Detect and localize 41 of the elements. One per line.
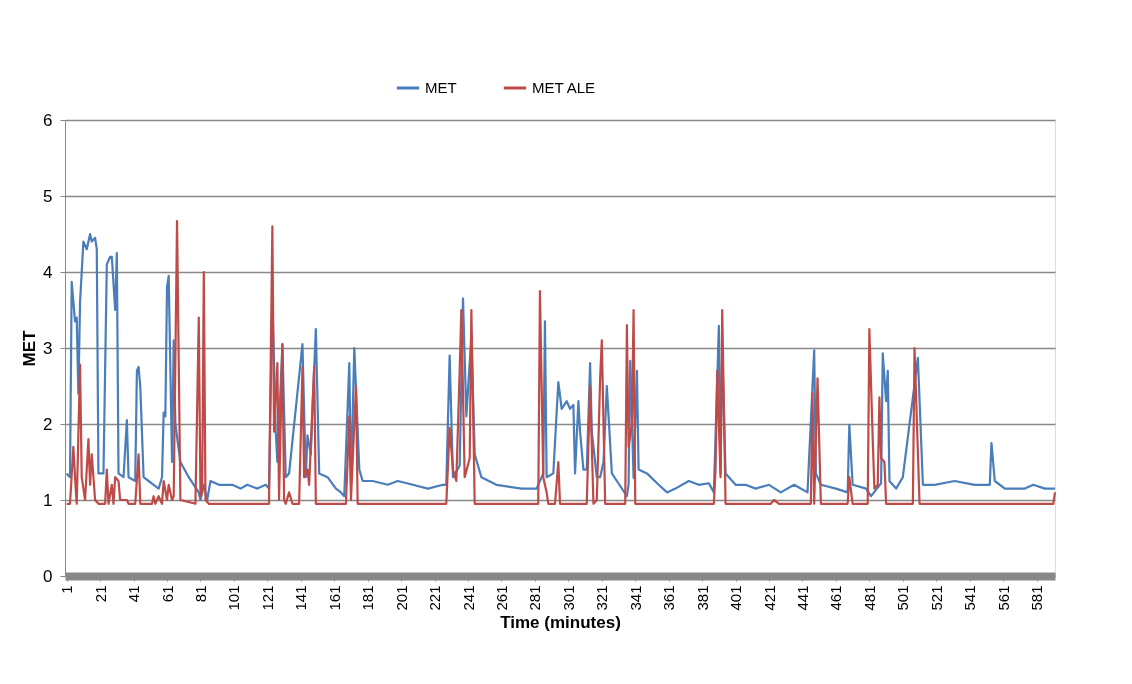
x-tick-label: 341 — [626, 585, 644, 611]
x-tick-label: 41 — [125, 585, 143, 603]
x-tick-label: 481 — [860, 585, 878, 611]
x-tick-label: 441 — [793, 585, 811, 611]
x-tick-label: 1 — [58, 585, 76, 594]
x-tick-label: 181 — [359, 585, 377, 611]
y-tick-label: 3 — [43, 338, 53, 358]
y-tick-label: 0 — [43, 566, 53, 586]
y-axis-title: MET — [20, 329, 40, 367]
x-tick-label: 221 — [426, 585, 444, 611]
x-tick-label: 21 — [91, 585, 109, 603]
x-tick-label: 241 — [459, 585, 477, 611]
x-tick-label: 81 — [191, 585, 209, 603]
x-tick-label: 201 — [392, 585, 410, 611]
x-tick-label: 521 — [927, 585, 945, 611]
x-tick-label: 421 — [760, 585, 778, 611]
legend-label: MET — [425, 79, 457, 96]
legend-label: MET ALE — [532, 79, 596, 96]
x-tick-label: 161 — [325, 585, 343, 611]
x-tick-label: 361 — [660, 585, 678, 611]
x-tick-label: 461 — [827, 585, 845, 611]
x-tick-label: 261 — [492, 585, 510, 611]
x-axis-title: Time (minutes) — [500, 612, 621, 632]
x-tick-label: 61 — [158, 585, 176, 603]
y-tick-label: 2 — [43, 414, 53, 434]
x-tick-label: 321 — [593, 585, 611, 611]
x-tick-label: 541 — [961, 585, 979, 611]
y-tick-label: 1 — [43, 490, 53, 510]
y-tick-label: 6 — [43, 110, 53, 130]
x-tick-label: 381 — [693, 585, 711, 611]
x-tick-label: 281 — [526, 585, 544, 611]
x-tick-label: 561 — [994, 585, 1012, 611]
y-tick-label: 5 — [43, 186, 53, 206]
x-tick-label: 581 — [1028, 585, 1046, 611]
x-tick-label: 141 — [292, 585, 310, 611]
x-tick-label: 301 — [559, 585, 577, 611]
y-tick-label: 4 — [43, 262, 53, 282]
x-tick-label: 121 — [258, 585, 276, 611]
x-tick-label: 501 — [894, 585, 912, 611]
x-tick-label: 401 — [727, 585, 745, 611]
x-tick-label: 101 — [225, 585, 243, 611]
